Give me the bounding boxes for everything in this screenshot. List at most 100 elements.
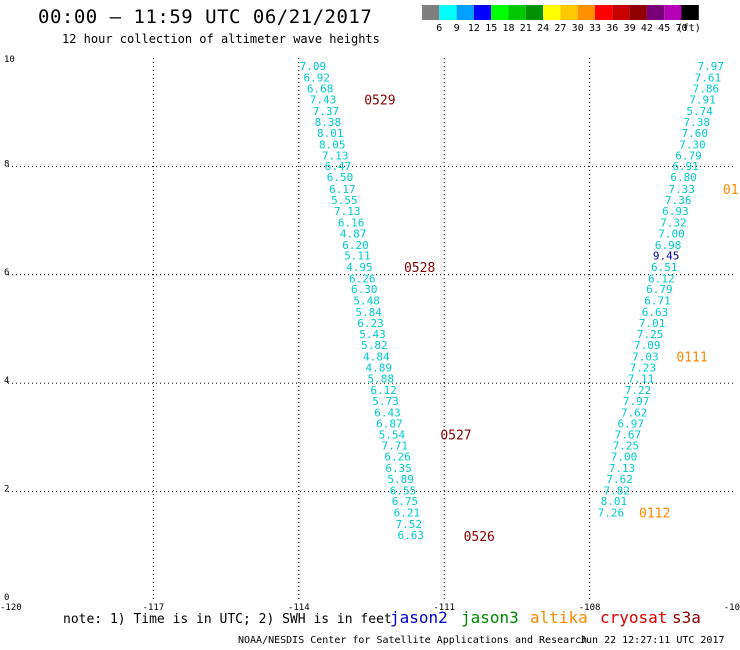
wave-height-label: 7.01 — [639, 317, 666, 330]
wave-height-label: 5.84 — [355, 306, 382, 319]
legend-swatch — [664, 5, 682, 20]
pass-time-label: 0111 — [676, 351, 707, 366]
wave-height-label: 7.52 — [396, 518, 423, 531]
wave-height-label: 7.13 — [334, 205, 361, 218]
wave-height-label: 5.82 — [361, 339, 388, 352]
wave-height-label: 5.88 — [367, 373, 394, 386]
y-tick-label: 8 — [4, 159, 9, 169]
wave-height-label: 6.26 — [349, 272, 376, 285]
wave-height-label: 5.55 — [331, 194, 358, 207]
wave-height-label: 6.68 — [307, 83, 334, 96]
wave-height-label: 6.51 — [651, 261, 678, 274]
wave-height-label: 7.97 — [623, 395, 650, 408]
x-tick-label: -114 — [288, 603, 310, 613]
legend-label: 18 — [502, 23, 514, 34]
wave-height-label: 6.97 — [618, 418, 645, 431]
wave-height-label: 8.01 — [601, 495, 628, 508]
wave-height-label: 7.26 — [598, 507, 625, 520]
pass-time-label: 0112 — [639, 507, 670, 522]
wave-height-label: 4.87 — [340, 227, 367, 240]
legend-label: 39 — [624, 23, 636, 34]
wave-height-label: 7.86 — [693, 83, 720, 96]
pass-time-label: 0110 — [723, 183, 740, 198]
legend-label: 9 — [454, 23, 460, 34]
color-legend: 6 9 12 15 18 21 24 27 30 33 36 39 42 45 70(ft) — [422, 5, 701, 34]
wave-height-label: 5.11 — [344, 250, 371, 263]
wave-height-label: 7.25 — [613, 439, 640, 452]
legend-label: 15 — [485, 23, 497, 34]
wave-height-label: 6.12 — [370, 384, 397, 397]
wave-height-label: 7.36 — [665, 194, 692, 207]
mission-jason3: jason3 — [461, 608, 519, 627]
y-tick-label: 2 — [4, 485, 9, 495]
pass-time-label: 0526 — [464, 530, 495, 545]
legend-swatch — [560, 5, 578, 20]
mission-jason2: jason2 — [390, 608, 448, 627]
wave-height-label: 7.13 — [322, 149, 349, 162]
x-tick-label: -111 — [433, 603, 455, 613]
wave-height-label: 7.91 — [689, 94, 716, 107]
wave-height-label: 6.12 — [648, 272, 675, 285]
y-tick-label: 10 — [4, 55, 15, 65]
wave-height-label: 6.47 — [325, 160, 352, 173]
wave-height-label: 6.55 — [390, 484, 417, 497]
legend-swatch — [525, 5, 544, 20]
wave-height-label: 6.79 — [675, 149, 702, 162]
legend-swatch — [681, 5, 699, 20]
legend-label: 36 — [606, 23, 618, 34]
wave-height-label: 7.62 — [606, 473, 633, 486]
wave-height-label: 7.61 — [695, 71, 722, 84]
wave-height-label: 6.35 — [385, 462, 412, 475]
x-tick-label: -120 — [0, 603, 22, 613]
wave-height-label: 7.60 — [682, 127, 709, 140]
legend-label: 70 — [675, 23, 687, 34]
legend-label: 45 — [658, 23, 670, 34]
legend-swatch — [439, 5, 457, 20]
legend-label: 42 — [641, 23, 653, 34]
wave-height-label: 7.00 — [658, 227, 685, 240]
wave-height-label: 6.23 — [357, 317, 384, 330]
legend-swatch — [577, 5, 595, 20]
wave-height-label: 7.38 — [683, 116, 710, 129]
wave-height-label: 6.17 — [329, 183, 356, 196]
pass-time-label: 0528 — [404, 261, 435, 276]
legend-unit: (ft) — [677, 23, 701, 34]
wave-height-label: 6.93 — [662, 205, 689, 218]
wave-height-label: 6.63 — [642, 306, 669, 319]
wave-height-label: 7.43 — [310, 94, 337, 107]
legend-swatch — [629, 5, 647, 20]
wave-height-label: 5.89 — [387, 473, 414, 486]
mission-cryosat: cryosat — [600, 608, 668, 627]
wave-height-label: 7.13 — [609, 462, 636, 475]
wave-height-label: 6.43 — [374, 406, 401, 419]
wave-height-label: 7.97 — [698, 60, 725, 73]
mission-s3a: s3a — [672, 608, 701, 627]
legend-swatch — [612, 5, 630, 20]
wave-height-label: 6.71 — [644, 295, 671, 308]
wave-height-label: 7.11 — [628, 373, 655, 386]
wave-height-label: 6.79 — [646, 283, 673, 296]
wave-height-label: 4.89 — [366, 361, 393, 374]
wave-height-label: 8.05 — [319, 139, 346, 152]
wave-height-label: 5.74 — [686, 105, 713, 118]
wave-height-label: 5.73 — [372, 395, 399, 408]
wave-height-label: 6.80 — [670, 171, 697, 184]
pass-time-label: 0527 — [440, 429, 471, 444]
wave-height-label: 6.30 — [351, 283, 378, 296]
wave-height-label: 8.01 — [317, 127, 344, 140]
wave-height-label: 7.09 — [634, 339, 661, 352]
footer-credit: NOAA/NESDIS Center for Satellite Applica… — [238, 635, 588, 646]
x-tick-label: -10 — [724, 603, 740, 613]
legend-label: 6 — [436, 23, 442, 34]
wave-height-label: 7.23 — [630, 361, 657, 374]
wave-height-label: 6.20 — [342, 239, 369, 252]
wave-height-label: 7.22 — [625, 384, 652, 397]
wave-height-label: 7.67 — [615, 428, 642, 441]
wave-height-label: 5.54 — [379, 428, 406, 441]
wave-height-label: 7.71 — [382, 439, 409, 452]
wave-height-label: 6.75 — [392, 495, 419, 508]
pass-time-label: 0529 — [364, 94, 395, 109]
wave-height-label: 7.00 — [611, 451, 638, 464]
footer-timestamp: Jun 22 12:27:11 UTC 2017 — [580, 635, 725, 646]
